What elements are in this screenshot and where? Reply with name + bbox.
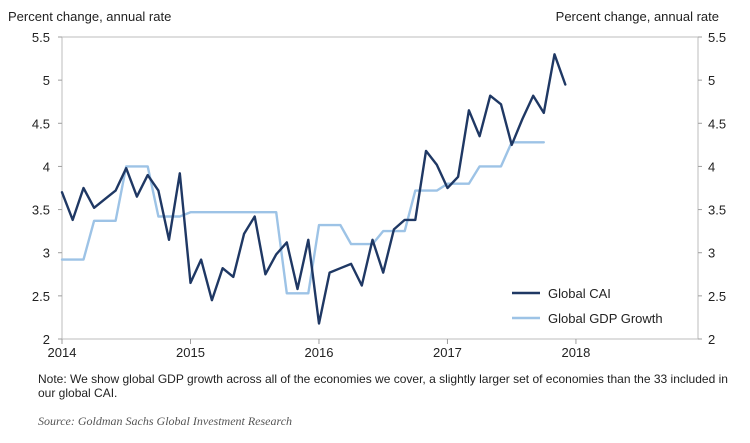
y-tick-label-right: 4.5	[708, 116, 726, 131]
y-tick-label-left: 5.5	[32, 30, 50, 45]
y-tick-label-right: 5	[708, 73, 715, 88]
x-tick-label: 2017	[433, 345, 462, 360]
y-tick-label-left: 3.5	[32, 203, 50, 218]
y-tick-label-left: 4.5	[32, 116, 50, 131]
y-tick-label-right: 5.5	[708, 30, 726, 45]
x-tick-label: 2014	[48, 345, 77, 360]
legend-label-global-cai: Global CAI	[548, 286, 611, 301]
legend: Global CAI Global GDP Growth	[512, 286, 663, 326]
y-tick-label-right: 2.5	[708, 289, 726, 304]
series-line-global-cai	[60, 53, 567, 325]
plot-area	[61, 36, 699, 340]
right-axis-label: Percent change, annual rate	[556, 9, 719, 24]
y-tick-label-right: 2	[708, 332, 715, 347]
y-tick-label-right: 3.5	[708, 203, 726, 218]
legend-label-global-gdp-growth: Global GDP Growth	[548, 311, 663, 326]
chart-note: Note: We show global GDP growth across a…	[38, 372, 728, 400]
x-tick-label: 2015	[176, 345, 205, 360]
y-tick-label-right: 3	[708, 246, 715, 261]
x-tick-label: 2018	[561, 345, 590, 360]
left-axis-label: Percent change, annual rate	[8, 9, 171, 24]
y-tick-label-left: 3	[43, 246, 50, 261]
chart-source: Source: Goldman Sachs Global Investment …	[38, 414, 293, 428]
y-tick-label-left: 4	[43, 159, 50, 174]
x-tick-label: 2016	[305, 345, 334, 360]
y-tick-label-left: 2.5	[32, 289, 50, 304]
chart: Percent change, annual rate Percent chan…	[8, 9, 726, 360]
y-tick-label-right: 4	[708, 159, 715, 174]
series-line-global-gdp-growth	[60, 141, 545, 295]
y-tick-label-left: 5	[43, 73, 50, 88]
y-tick-label-left: 2	[43, 332, 50, 347]
